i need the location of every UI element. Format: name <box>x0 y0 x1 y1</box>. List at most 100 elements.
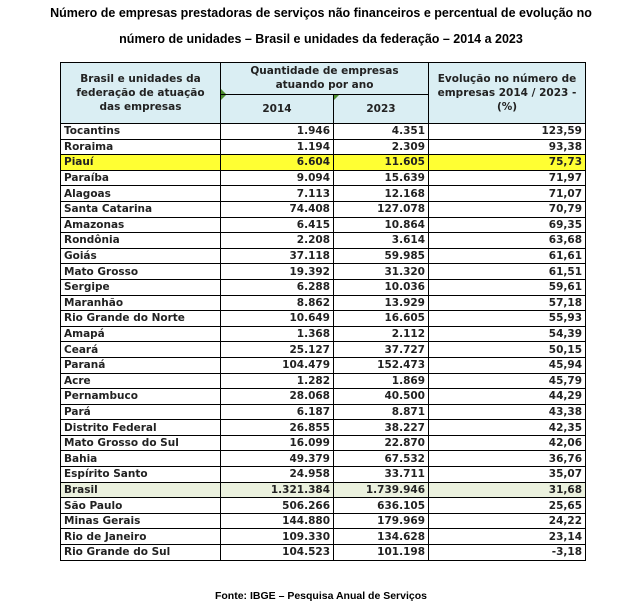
value-cell: 93,38 <box>428 138 586 156</box>
value-cell: 37.727 <box>333 341 429 358</box>
table-row: Maranhão 8.862 13.929 57,18 <box>60 294 586 312</box>
value-cell: 109.330 <box>220 528 334 546</box>
region-cell: Rio Grande do Sul <box>60 544 221 561</box>
region-cell: Mato Grosso do Sul <box>60 434 221 452</box>
value-cell: 6.604 <box>220 154 334 171</box>
value-cell: 50,15 <box>428 341 586 358</box>
value-cell: 59,61 <box>428 278 586 296</box>
value-cell: 134.628 <box>333 528 429 546</box>
header-cell: 2014 <box>220 93 334 125</box>
value-cell: 24,22 <box>428 512 586 530</box>
table-row: Santa Catarina 74.408 127.078 70,79 <box>60 200 586 218</box>
value-cell: 11.605 <box>333 154 429 171</box>
value-cell: 9.094 <box>220 169 334 187</box>
value-cell: 4.351 <box>333 123 429 140</box>
value-cell: 55,93 <box>428 310 586 327</box>
table-row: Mato Grosso 19.392 31.320 61,51 <box>60 263 586 280</box>
data-table: Brasil e unidades da federação de atuaçã… <box>60 62 586 561</box>
header-cell: Brasil e unidades da federação de atuaçã… <box>60 62 221 124</box>
value-cell: 45,94 <box>428 356 586 374</box>
region-cell: Paraná <box>60 356 221 374</box>
value-cell: 36,76 <box>428 450 586 468</box>
table-row: Rondônia 2.208 3.614 63,68 <box>60 232 586 249</box>
region-cell: Paraíba <box>60 169 221 187</box>
value-cell: 23,14 <box>428 528 586 546</box>
value-cell: 74.408 <box>220 200 334 218</box>
value-cell: 6.187 <box>220 403 334 421</box>
region-cell: Distrito Federal <box>60 419 221 436</box>
value-cell: 152.473 <box>333 356 429 374</box>
title-line: número de unidades – Brasil e unidades d… <box>119 32 523 46</box>
region-cell: Santa Catarina <box>60 200 221 218</box>
table-row: Distrito Federal 26.855 38.227 42,35 <box>60 419 586 436</box>
value-cell: 75,73 <box>428 154 586 171</box>
value-cell: 12.168 <box>333 185 429 202</box>
region-cell: Tocantins <box>60 123 221 140</box>
value-cell: 45,79 <box>428 372 586 390</box>
value-cell: 1.739.946 <box>333 481 429 499</box>
value-cell: 1.368 <box>220 325 334 343</box>
value-cell: 2.112 <box>333 325 429 343</box>
value-cell: 25,65 <box>428 497 586 514</box>
table-row: Acre 1.282 1.869 45,79 <box>60 372 586 390</box>
table-row: Ceará 25.127 37.727 50,15 <box>60 341 586 358</box>
region-cell: Minas Gerais <box>60 512 221 530</box>
region-cell: Acre <box>60 372 221 390</box>
table-row: Pará 6.187 8.871 43,38 <box>60 403 586 421</box>
value-cell: 2.208 <box>220 232 334 249</box>
value-cell: 40.500 <box>333 388 429 405</box>
region-cell: Amapá <box>60 325 221 343</box>
table-row: Rio Grande do Norte 10.649 16.605 55,93 <box>60 310 586 327</box>
value-cell: 506.266 <box>220 497 334 514</box>
table-row: Piauí 6.604 11.605 75,73 <box>60 154 586 171</box>
table-row: Brasil 1.321.384 1.739.946 31,68 <box>60 481 586 499</box>
value-cell: 13.929 <box>333 294 429 312</box>
table-row: Bahia 49.379 67.532 36,76 <box>60 450 586 468</box>
value-cell: 1.194 <box>220 138 334 156</box>
table-row: Amapá 1.368 2.112 54,39 <box>60 325 586 343</box>
region-cell: Rio de Janeiro <box>60 528 221 546</box>
table-row: Sergipe 6.288 10.036 59,61 <box>60 278 586 296</box>
value-cell: 6.415 <box>220 216 334 234</box>
value-cell: 127.078 <box>333 200 429 218</box>
table-row: Alagoas 7.113 12.168 71,07 <box>60 185 586 202</box>
title-line: Número de empresas prestadoras de serviç… <box>50 6 592 20</box>
table-row: Pernambuco 28.068 40.500 44,29 <box>60 388 586 405</box>
region-cell: Mato Grosso <box>60 263 221 280</box>
value-cell: 101.198 <box>333 544 429 561</box>
region-cell: Piauí <box>60 154 221 171</box>
value-cell: 42,35 <box>428 419 586 436</box>
value-cell: 3.614 <box>333 232 429 249</box>
value-cell: 24.958 <box>220 466 334 483</box>
value-cell: 22.870 <box>333 434 429 452</box>
value-cell: 1.282 <box>220 372 334 390</box>
header-cell: Quantidade de empresas atuando por ano <box>220 62 429 95</box>
table-row: Paraíba 9.094 15.639 71,97 <box>60 169 586 187</box>
value-cell: 1.321.384 <box>220 481 334 499</box>
table-row: Roraima 1.194 2.309 93,38 <box>60 138 586 156</box>
value-cell: 16.099 <box>220 434 334 452</box>
value-cell: 7.113 <box>220 185 334 202</box>
region-cell: São Paulo <box>60 497 221 514</box>
table-body: Tocantins 1.946 4.351 123,59 Roraima 1.194 2.3… <box>60 123 586 561</box>
value-cell: 28.068 <box>220 388 334 405</box>
value-cell: 44,29 <box>428 388 586 405</box>
value-cell: 67.532 <box>333 450 429 468</box>
value-cell: 16.605 <box>333 310 429 327</box>
value-cell: 104.479 <box>220 356 334 374</box>
region-cell: Goiás <box>60 247 221 265</box>
table-row: Paraná 104.479 152.473 45,94 <box>60 356 586 374</box>
table-row: Amazonas 6.415 10.864 69,35 <box>60 216 586 234</box>
value-cell: 63,68 <box>428 232 586 249</box>
value-cell: 10.649 <box>220 310 334 327</box>
region-cell: Rio Grande do Norte <box>60 310 221 327</box>
value-cell: 69,35 <box>428 216 586 234</box>
header-cell: 2023 <box>333 93 429 125</box>
table-row: Minas Gerais 144.880 179.969 24,22 <box>60 512 586 530</box>
region-cell: Espírito Santo <box>60 466 221 483</box>
value-cell: 38.227 <box>333 419 429 436</box>
value-cell: 15.639 <box>333 169 429 187</box>
table-row: São Paulo 506.266 636.105 25,65 <box>60 497 586 514</box>
value-cell: 1.946 <box>220 123 334 140</box>
